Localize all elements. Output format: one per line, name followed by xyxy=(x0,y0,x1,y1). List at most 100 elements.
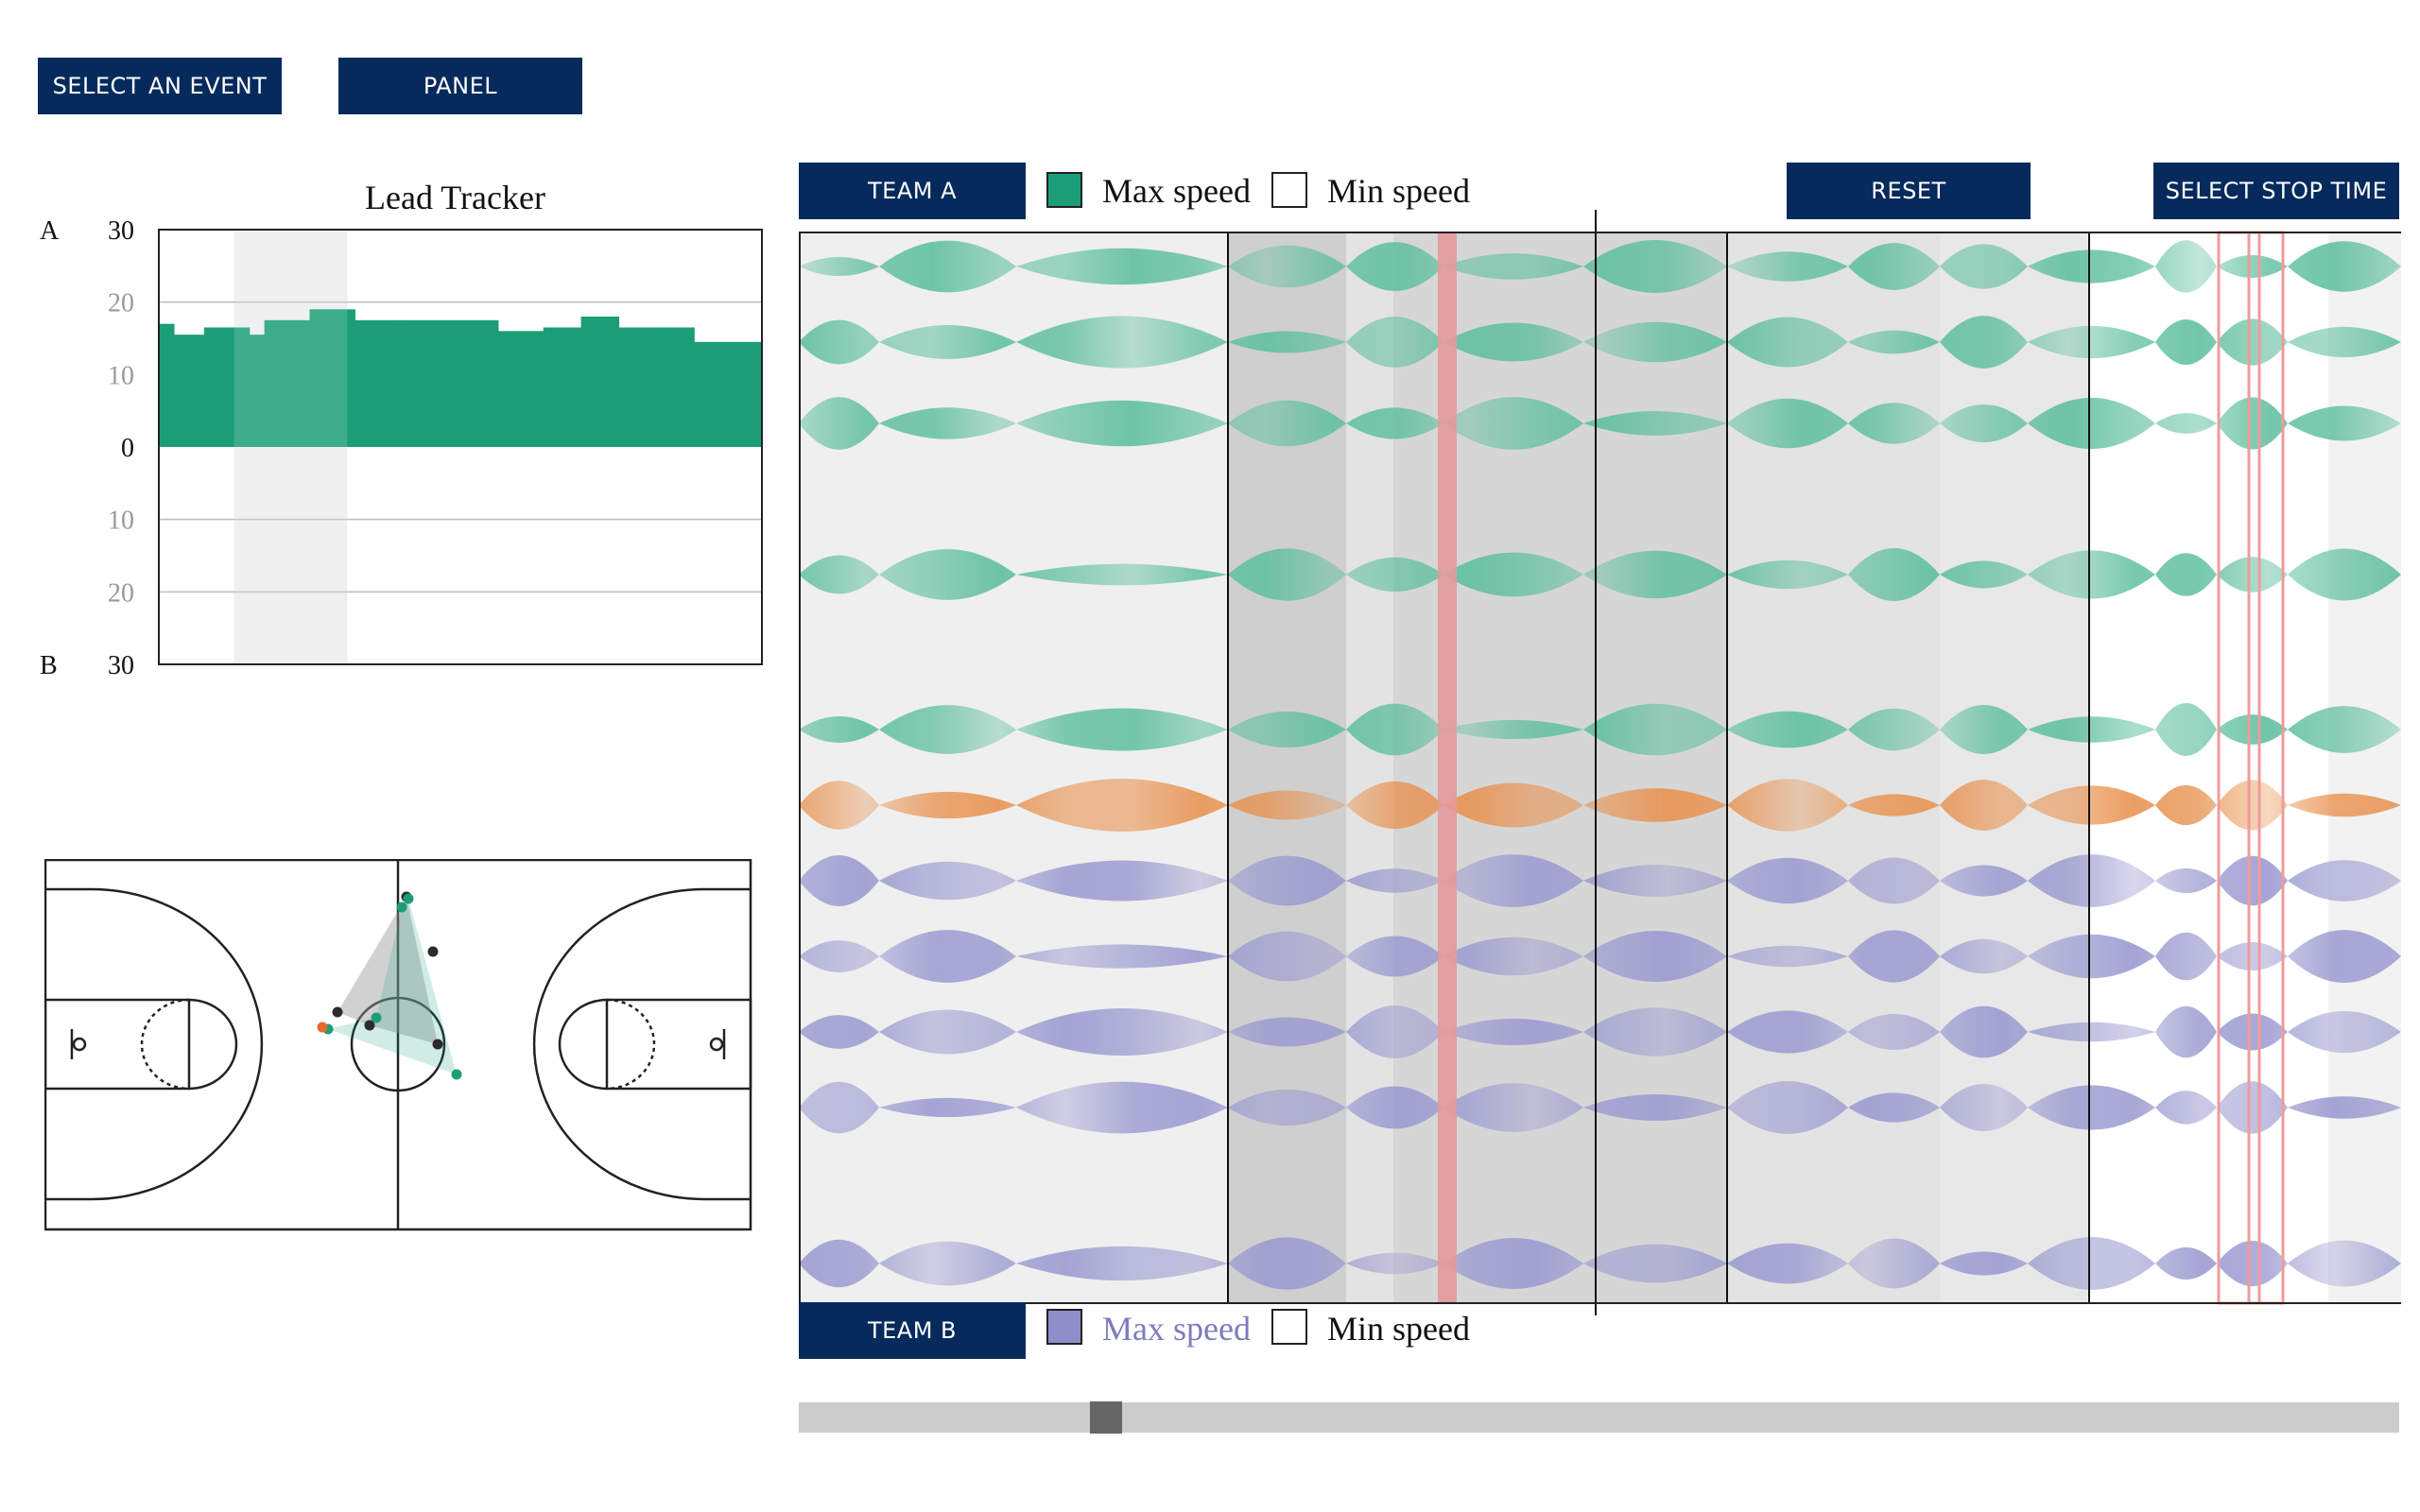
lead-bar xyxy=(618,327,628,447)
team-b-player-stream[interactable] xyxy=(799,854,2401,907)
lead-bar xyxy=(641,327,649,447)
lead-bar xyxy=(732,341,740,447)
lead-bar xyxy=(445,319,454,447)
team-b-player-dot xyxy=(364,1020,375,1031)
lead-bar xyxy=(370,319,378,447)
team-b-player-dot xyxy=(432,1039,443,1050)
lead-bar xyxy=(226,327,235,447)
team-b-button[interactable]: TEAM B xyxy=(799,1302,1026,1359)
lead-bar xyxy=(392,319,401,447)
stream-region xyxy=(1727,232,1940,1303)
stream-region xyxy=(1346,232,1393,1303)
lead-bar xyxy=(694,341,702,447)
lead-tick-label: 30 xyxy=(108,216,134,246)
lead-tick-label: 10 xyxy=(108,507,134,536)
lead-bar xyxy=(332,309,340,447)
lead-bar xyxy=(611,317,620,447)
lead-bar xyxy=(385,319,393,447)
lead-bar xyxy=(580,317,590,447)
reset-button[interactable]: RESET xyxy=(1787,163,2031,219)
team-a-player-dot xyxy=(403,893,414,904)
lead-tick-label: 20 xyxy=(108,578,134,608)
team-a-player-dot xyxy=(451,1069,462,1080)
lead-bar xyxy=(490,319,499,447)
team-a-button[interactable]: TEAM A xyxy=(799,163,1026,219)
lead-bar xyxy=(664,327,672,447)
lead-bar xyxy=(181,335,190,447)
lead-bar xyxy=(256,335,266,447)
team-a-player-stream[interactable] xyxy=(799,548,2401,601)
lead-bar xyxy=(588,317,597,447)
team-b-player-stream[interactable] xyxy=(799,1005,2401,1058)
lead-bar xyxy=(656,327,665,447)
lead-bar xyxy=(717,341,725,447)
lead-bar xyxy=(512,331,522,447)
team-a-max-speed-swatch xyxy=(1046,172,1082,208)
lead-bar xyxy=(233,327,243,447)
lead-bar xyxy=(377,319,386,447)
lead-bar xyxy=(648,327,657,447)
lead-bar xyxy=(438,319,446,447)
lead-bar xyxy=(497,331,507,447)
lead-bar xyxy=(423,319,431,447)
team-a-player-stream[interactable] xyxy=(799,703,2401,756)
lead-bar xyxy=(347,309,355,447)
team-b-player-stream[interactable] xyxy=(799,930,2401,983)
team-a-player-stream[interactable] xyxy=(799,397,2401,450)
lead-highlight-overlay xyxy=(233,230,348,664)
team-a-max-speed-label: Max speed xyxy=(1102,172,1251,210)
team-a-player-stream[interactable] xyxy=(799,316,2401,369)
lead-bar xyxy=(264,319,273,447)
lead-bar xyxy=(407,319,416,447)
team-b-player-dot xyxy=(332,1006,343,1018)
lead-bar xyxy=(467,319,476,447)
lead-bar xyxy=(241,327,251,447)
lead-bar xyxy=(354,319,363,447)
lead-bar xyxy=(603,317,613,447)
team-b-player-stream[interactable] xyxy=(799,1081,2401,1134)
team-a-player-stream[interactable] xyxy=(799,240,2401,293)
lead-bar xyxy=(747,341,755,447)
team-a-min-speed-label: Min speed xyxy=(1327,172,1470,210)
select-stop-time-button[interactable]: SELECT STOP TIME xyxy=(2153,163,2399,219)
lead-bar xyxy=(400,319,408,447)
lead-bar xyxy=(596,317,605,447)
lead-bar xyxy=(520,331,529,447)
lead-bar xyxy=(701,341,710,447)
lead-bar xyxy=(482,319,492,447)
lead-bar xyxy=(211,327,220,447)
team-b-max-speed-swatch xyxy=(1046,1309,1082,1345)
timeline-track[interactable] xyxy=(799,1402,2399,1433)
ball-dot xyxy=(317,1022,328,1033)
timeline-handle[interactable] xyxy=(1089,1401,1122,1434)
panel-button[interactable]: PANEL xyxy=(338,58,582,114)
lead-team-label: B xyxy=(40,651,58,676)
lead-bar xyxy=(453,319,461,447)
team-b-player-stream[interactable] xyxy=(799,1237,2401,1290)
lead-tick-label: 0 xyxy=(121,434,134,463)
team-b-player-dot xyxy=(427,946,439,957)
lead-bar xyxy=(558,327,567,447)
lead-bar xyxy=(159,323,167,447)
lead-tracker-chart: A 30 20 10 0 10 20 B 30 xyxy=(40,216,763,676)
team-b-max-speed-label: Max speed xyxy=(1102,1310,1251,1348)
lead-bar xyxy=(203,327,213,447)
lead-bar xyxy=(302,319,311,447)
lead-bar xyxy=(415,319,424,447)
player-speed-streams[interactable] xyxy=(799,210,2401,1315)
select-event-button[interactable]: SELECT AN EVENT xyxy=(38,58,282,114)
team-b-hull xyxy=(337,897,438,1044)
team-b-min-speed-label: Min speed xyxy=(1327,1310,1470,1348)
highlighted-player-stream[interactable] xyxy=(799,779,2401,832)
lead-team-label: A xyxy=(40,216,60,246)
lead-bar xyxy=(527,331,537,447)
stream-region xyxy=(2328,232,2401,1303)
lead-bar xyxy=(709,341,717,447)
lead-bar xyxy=(309,309,319,447)
lead-bar xyxy=(218,327,228,447)
lead-bar xyxy=(294,319,303,447)
lead-bar xyxy=(633,327,642,447)
lead-bar xyxy=(165,323,175,447)
lead-bar xyxy=(324,309,334,447)
lead-bar xyxy=(739,341,748,447)
